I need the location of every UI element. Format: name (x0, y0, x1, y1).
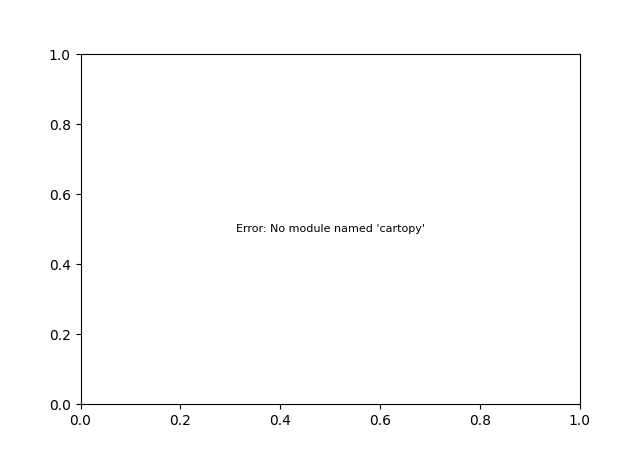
Text: Error: No module named 'cartopy': Error: No module named 'cartopy' (236, 224, 424, 234)
